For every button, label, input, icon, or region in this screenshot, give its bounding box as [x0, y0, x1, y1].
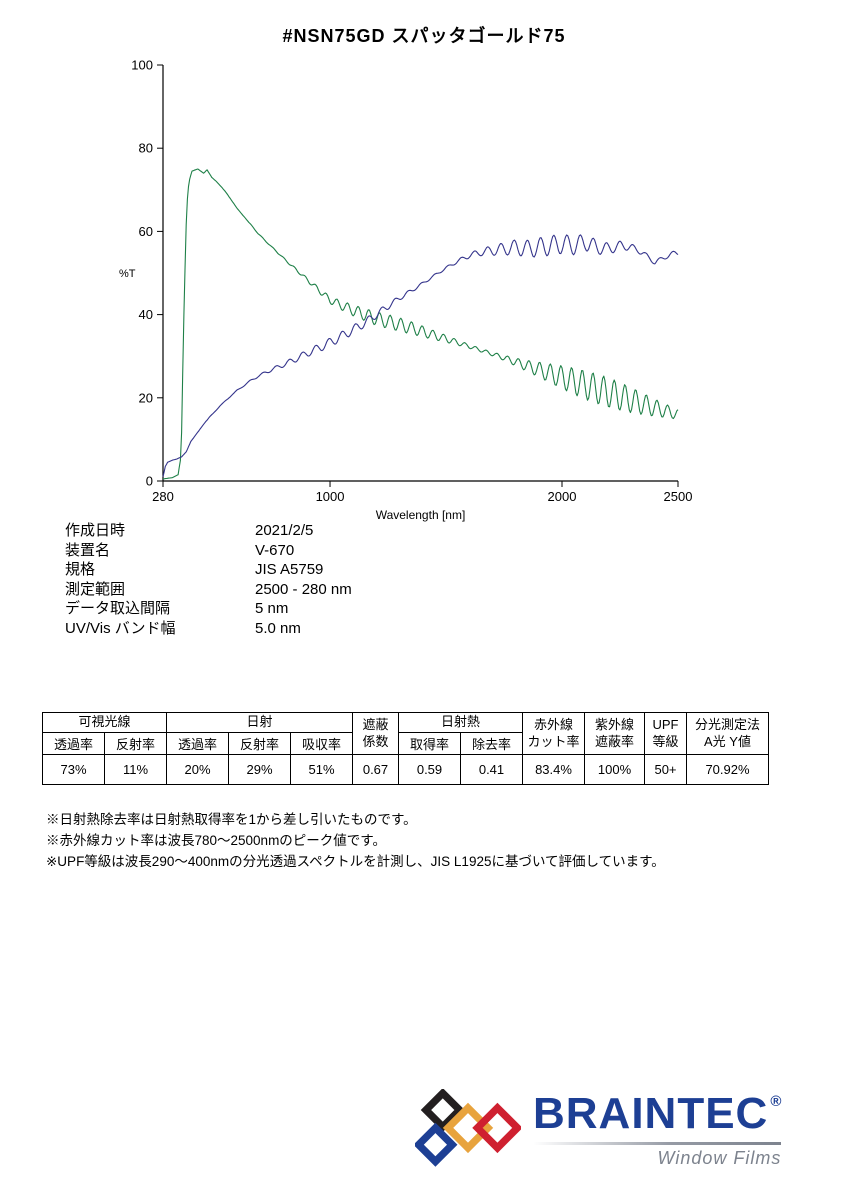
table-group-header: 紫外線 遮蔽率 — [584, 712, 645, 755]
y-tick-label: 40 — [139, 307, 153, 322]
info-value: 2021/2/5 — [255, 522, 314, 539]
table-cell: 83.4% — [522, 754, 585, 785]
performance-table: 可視光線 日射 遮蔽 係数 日射熱 赤外線 カット率 紫外線 遮蔽率 UPF 等級 分光測定法… — [42, 712, 769, 785]
table-cell: 51% — [290, 754, 353, 785]
brand-name: BRAINTEC — [533, 1088, 769, 1138]
x-tick-label: 2500 — [664, 489, 693, 504]
info-label: 測定範囲 — [65, 580, 126, 598]
x-axis-label: Wavelength [nm] — [376, 508, 466, 522]
y-tick-label: 80 — [139, 141, 153, 156]
braintec-logo: BRAINTEC ® Window Films — [415, 1085, 805, 1175]
info-value: 2500 - 280 nm — [255, 580, 352, 598]
measurement-info: 作成日時 2021/2/5 装置名 V-670 規格 JIS A5759 測定範囲 2500 … — [65, 521, 352, 638]
x-tick-label: 2000 — [548, 489, 577, 504]
info-row: 作成日時 2021/2/5 — [65, 521, 352, 541]
info-label: 装置名 — [65, 541, 111, 559]
info-row: 規格 JIS A5759 — [65, 560, 352, 580]
table-cell: 0.59 — [398, 754, 461, 785]
footnotes: ※日射熱除去率は日射熱取得率を1から差し引いたものです。 ※赤外線カット率は波長7… — [46, 810, 665, 873]
info-value: JIS A5759 — [255, 561, 324, 578]
y-tick-label: 100 — [131, 58, 153, 73]
table-cell: 29% — [228, 754, 291, 785]
table-cell: 100% — [584, 754, 645, 785]
diamond-shape — [415, 1122, 458, 1167]
footnote-line: ※赤外線カット率は波長780〜2500nmのピーク値です。 — [46, 832, 386, 848]
diamond-shape — [420, 1089, 465, 1133]
x-tick-label: 1000 — [316, 489, 345, 504]
table-group-header: 分光測定法 A光 Y値 — [686, 712, 769, 755]
y-axis-label: %T — [119, 268, 136, 280]
table-cell: 50+ — [644, 754, 687, 785]
table-group-header: 日射熱 — [398, 712, 523, 733]
footnote-line: ※日射熱除去率は日射熱取得率を1から差し引いたものです。 — [46, 812, 417, 827]
table-sub-header: 反射率 — [104, 732, 167, 755]
table-group-header: UPF 等級 — [644, 712, 687, 755]
table-group-header: 遮蔽 係数 — [352, 712, 399, 755]
y-tick-label: 20 — [139, 390, 153, 405]
info-value: 5.0 nm — [255, 619, 301, 637]
info-value: 5 nm — [255, 600, 289, 617]
spectra-chart: 0 20 40 60 80 100 280 1000 2000 2500 Wavelength [n… — [85, 48, 730, 528]
y-tick-label: 60 — [139, 224, 153, 239]
info-row: 装置名 V-670 — [65, 541, 352, 561]
info-label: 規格 — [65, 561, 96, 578]
info-label: データ取込間隔 — [65, 600, 171, 617]
table-cell: 73% — [42, 754, 105, 785]
series-line-reflectance — [162, 234, 679, 477]
info-label: UV/Vis バンド幅 — [65, 619, 176, 637]
registered-mark: ® — [770, 1092, 782, 1110]
info-row: データ取込間隔 5 nm — [65, 599, 352, 619]
info-label: 作成日時 — [65, 522, 126, 539]
table-cell: 0.41 — [460, 754, 523, 785]
spectra-chart-svg: 0 20 40 60 80 100 280 1000 2000 2500 Wavelength [n… — [119, 58, 693, 523]
series-line-transmittance — [162, 168, 679, 480]
table-sub-header: 反射率 — [228, 732, 291, 755]
brand-rule — [533, 1141, 782, 1145]
page-title: #NSN75GD スパッタゴールド75 — [282, 26, 566, 46]
table-sub-header: 除去率 — [460, 732, 523, 755]
table-cell: 11% — [104, 754, 167, 785]
table-sub-header: 透過率 — [166, 732, 229, 755]
table-cell: 70.92% — [686, 754, 769, 785]
table-row: 73% 11% 20% 29% 51% 0.67 0.59 0.41 83.4% 100% 50+ 7… — [42, 754, 769, 785]
x-tick-label: 280 — [152, 489, 174, 504]
info-value: V-670 — [255, 541, 295, 559]
table-sub-header: 透過率 — [42, 732, 105, 755]
table-sub-header: 取得率 — [398, 732, 461, 755]
brand-tagline: Window Films — [657, 1147, 782, 1168]
logo-diamonds-icon — [415, 1089, 521, 1167]
y-tick-label: 0 — [146, 474, 153, 489]
info-row: UV/Vis バンド幅 5.0 nm — [65, 619, 352, 639]
info-row: 測定範囲 2500 - 280 nm — [65, 580, 352, 600]
table-group-header: 日射 — [166, 712, 353, 733]
footnote-line: ※UPF等級は波長290〜400nmの分光透過スペクトルを計測し、JIS L19… — [46, 853, 665, 869]
table-cell: 20% — [166, 754, 229, 785]
table-cell: 0.67 — [352, 754, 399, 785]
table-group-header: 可視光線 — [42, 712, 167, 733]
table-group-header: 赤外線 カット率 — [522, 712, 585, 755]
diamond-shape — [472, 1102, 521, 1154]
table-sub-header: 吸収率 — [290, 732, 353, 755]
